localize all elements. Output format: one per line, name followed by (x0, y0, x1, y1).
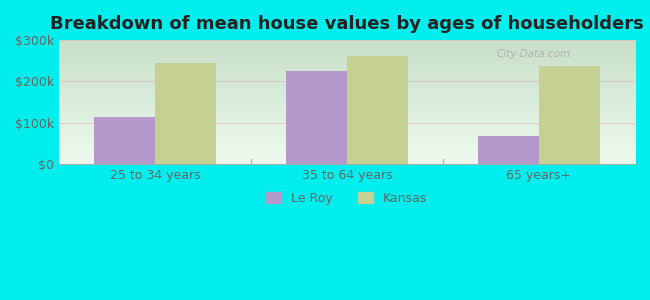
Bar (347, 56, 408, 164)
Title: Breakdown of mean house values by ages of householders: Breakdown of mean house values by ages o… (50, 15, 644, 33)
Bar (539, 66, 601, 164)
Bar (94, 118, 155, 164)
Bar (285, 71, 347, 164)
Bar (155, 63, 216, 164)
Legend: Le Roy, Kansas: Le Roy, Kansas (261, 187, 432, 210)
Text: City-Data.com: City-Data.com (497, 49, 571, 59)
Bar (478, 136, 539, 164)
